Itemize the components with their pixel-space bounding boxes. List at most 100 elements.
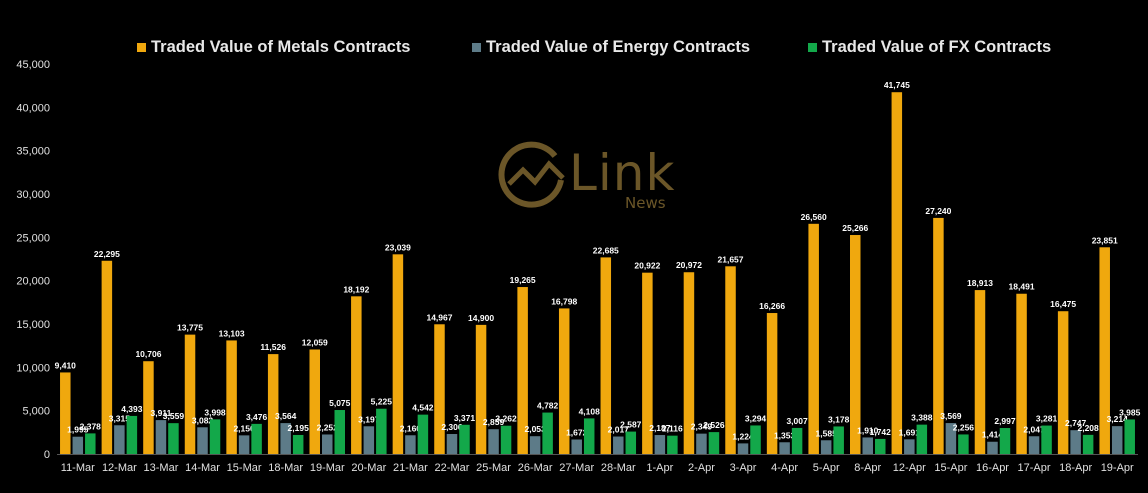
bar-metals (101, 260, 113, 454)
bar-fx (999, 428, 1011, 454)
x-tick-label: 12-Apr (893, 462, 926, 474)
bar-metals (600, 257, 612, 454)
bar-fx (292, 434, 304, 454)
y-tick-label: 0 (44, 449, 50, 461)
bar-energy (987, 441, 998, 454)
bar-energy (904, 439, 915, 454)
data-label-fx: 2,526 (703, 420, 725, 430)
data-label-metals: 23,851 (1092, 235, 1118, 245)
bar-energy (238, 435, 250, 454)
watermark-subtext: News (625, 194, 666, 212)
data-label-metals: 16,475 (1050, 299, 1076, 309)
bar-metals (558, 308, 570, 454)
data-label-fx: 2,195 (288, 423, 310, 433)
data-label-metals: 23,039 (385, 242, 411, 252)
bar-fx (126, 415, 138, 454)
x-tick-label: 22-Mar (435, 462, 470, 474)
bar-fx (750, 425, 761, 454)
data-label-energy: 2,150 (233, 423, 255, 433)
x-tick-label: 1-Apr (646, 462, 673, 474)
data-label-metals: 18,491 (1009, 282, 1035, 292)
data-label-metals: 18,192 (343, 284, 369, 294)
bar-metals (434, 324, 445, 454)
data-label-metals: 26,560 (801, 212, 827, 222)
legend-label-energy: Traded Value of Energy Contracts (486, 38, 751, 56)
bar-metals (642, 272, 653, 454)
data-label-energy: 3,564 (275, 411, 297, 421)
x-tick-label: 25-Mar (476, 462, 511, 474)
link-news-watermark: Link News (497, 136, 687, 216)
data-label-fx: 4,393 (121, 404, 143, 414)
data-label-metals: 27,240 (925, 206, 951, 216)
data-label-energy: 3,214 (1107, 414, 1129, 424)
data-label-metals: 20,972 (676, 260, 702, 270)
bar-energy (1070, 430, 1081, 454)
bar-fx (875, 438, 886, 454)
data-label-energy: 1,353 (774, 430, 796, 440)
data-label-metals: 16,798 (551, 296, 577, 306)
data-label-energy: 2,047 (1023, 424, 1045, 434)
data-label-fx: 3,559 (163, 411, 185, 421)
bar-energy (197, 427, 208, 454)
chart-legend: Traded Value of Metals Contracts Traded … (0, 38, 1148, 62)
data-label-energy: 2,747 (1065, 418, 1087, 428)
bar-metals (808, 223, 819, 454)
legend-swatch-metals (137, 43, 146, 52)
data-label-metals: 11,526 (260, 342, 286, 352)
data-label-metals: 13,775 (177, 323, 203, 333)
x-tick-label: 19-Apr (1101, 462, 1134, 474)
bar-fx (833, 426, 844, 454)
legend-item-energy: Traded Value of Energy Contracts (472, 38, 750, 57)
bar-fx (85, 433, 96, 454)
data-label-fx: 3,476 (246, 412, 268, 422)
bar-fx (334, 410, 345, 454)
bar-fx (708, 432, 720, 454)
data-label-metals: 20,922 (634, 261, 660, 271)
legend-item-fx: Traded Value of FX Contracts (808, 38, 1051, 57)
data-label-metals: 12,059 (302, 337, 328, 347)
bar-energy (862, 437, 873, 454)
data-label-fx: 4,108 (579, 406, 601, 416)
y-tick-label: 20,000 (16, 276, 50, 288)
data-label-energy: 3,197 (358, 414, 380, 424)
x-tick-label: 11-Mar (61, 462, 95, 474)
x-tick-label: 15-Mar (227, 462, 262, 474)
data-label-energy: 2,160 (400, 423, 422, 433)
data-label-energy: 1,995 (67, 425, 89, 435)
x-tick-label: 18-Apr (1059, 462, 1092, 474)
data-label-fx: 2,208 (1077, 423, 1099, 433)
bar-energy (696, 433, 707, 454)
bar-energy (446, 434, 458, 454)
bar-metals (143, 361, 154, 454)
x-tick-label: 21-Mar (393, 462, 428, 474)
bar-fx (251, 423, 262, 454)
x-tick-label: 26-Mar (518, 462, 553, 474)
data-label-energy: 3,911 (151, 408, 172, 418)
x-tick-label: 5-Apr (813, 462, 840, 474)
link-logo-icon (498, 141, 565, 208)
legend-item-metals: Traded Value of Metals Contracts (137, 38, 411, 57)
bar-metals (226, 340, 237, 454)
data-label-fx: 3,985 (1119, 407, 1141, 417)
y-tick-label: 25,000 (16, 232, 50, 244)
data-label-fx: 2,378 (80, 421, 102, 431)
data-label-metals: 21,657 (718, 254, 744, 264)
bar-energy (72, 436, 84, 454)
bar-metals (1057, 311, 1069, 454)
data-label-energy: 2,859 (483, 417, 505, 427)
data-label-metals: 25,266 (842, 223, 868, 233)
bar-fx (1041, 425, 1052, 454)
data-label-energy: 1,691 (899, 427, 921, 437)
y-tick-label: 35,000 (16, 146, 50, 158)
bar-metals (351, 296, 362, 454)
data-label-metals: 19,265 (510, 275, 536, 285)
data-label-metals: 16,266 (759, 301, 785, 311)
data-label-metals: 18,913 (967, 278, 993, 288)
data-label-energy: 2,306 (441, 422, 463, 432)
data-label-fx: 3,998 (204, 407, 226, 417)
x-tick-label: 4-Apr (771, 462, 798, 474)
bar-fx (1082, 434, 1094, 454)
legend-label-metals: Traded Value of Metals Contracts (151, 38, 411, 56)
bar-energy (488, 429, 499, 454)
bar-metals (850, 235, 861, 454)
